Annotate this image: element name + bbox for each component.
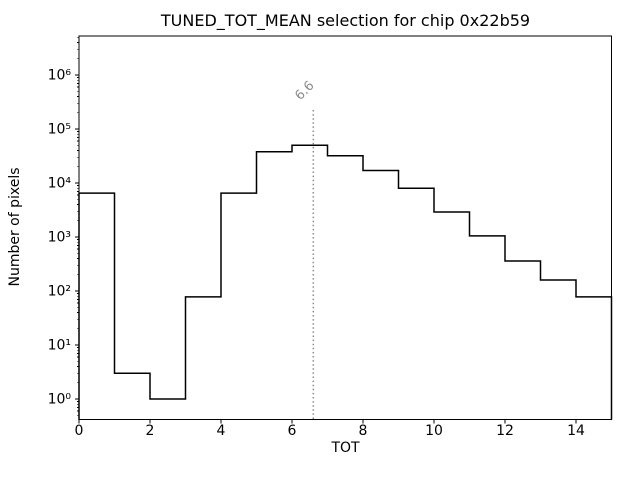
- y-tick-label: 10⁶: [48, 68, 72, 84]
- x-tick-label: 6: [288, 423, 297, 439]
- y-tick-label: 10⁵: [48, 122, 71, 138]
- y-tick-label: 10²: [48, 284, 71, 300]
- y-tick-label: 10⁰: [48, 392, 72, 408]
- y-tick-label: 10⁴: [48, 176, 72, 192]
- x-tick-label: 14: [567, 423, 585, 439]
- x-tick-label: 4: [217, 423, 226, 439]
- x-tick-label: 0: [75, 423, 84, 439]
- plot-frame: [78, 35, 612, 420]
- y-tick-label: 10³: [48, 230, 71, 246]
- y-tick-label: 10¹: [48, 338, 71, 354]
- x-tick-label: 10: [425, 423, 443, 439]
- x-tick-label: 2: [146, 423, 155, 439]
- x-tick-label: 12: [496, 423, 514, 439]
- histogram-step-line: [78, 144, 613, 420]
- y-axis-label: Number of pixels: [7, 167, 23, 287]
- x-tick-label: 8: [359, 423, 368, 439]
- x-axis-label: TOT: [331, 440, 360, 456]
- chart-title: TUNED_TOT_MEAN selection for chip 0x22b5…: [160, 11, 531, 30]
